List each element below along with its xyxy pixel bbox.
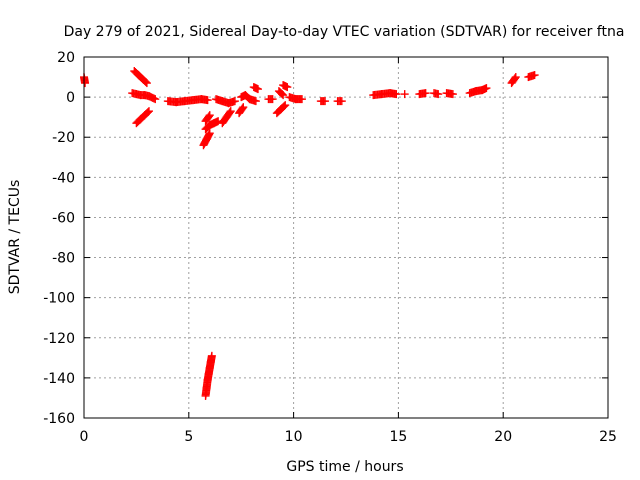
data-point: [392, 90, 401, 99]
data-point: [238, 104, 247, 113]
x-tick-label: 10: [285, 429, 303, 445]
data-point: [144, 107, 153, 116]
x-axis-ticks: 0 5 10 15 20 25: [80, 57, 617, 445]
y-tick-label: -20: [52, 130, 75, 146]
data-point: [151, 95, 160, 104]
y-tick-label: -140: [43, 371, 75, 387]
x-axis-label: GPS time / hours: [286, 459, 403, 475]
data-point: [204, 112, 213, 121]
y-tick-label: -60: [52, 210, 75, 226]
data-point: [400, 90, 409, 99]
data-point: [283, 83, 292, 92]
data-point: [203, 96, 212, 105]
data-point: [141, 78, 150, 87]
x-tick-label: 20: [494, 429, 512, 445]
data-point: [337, 97, 346, 106]
data-point: [448, 90, 457, 99]
data-point: [280, 102, 289, 111]
data-point: [253, 85, 262, 94]
data-point: [268, 95, 277, 104]
data-point: [239, 103, 248, 112]
data-point: [510, 74, 519, 83]
x-tick-label: 0: [80, 429, 89, 445]
data-point: [142, 79, 151, 88]
data-point: [530, 71, 539, 80]
data-point: [421, 89, 430, 98]
y-axis-label: SDTVAR / TECUs: [7, 180, 23, 295]
y-axis-ticks: 20 0 -20 -40 -60 -80 -100 -120 -140 -160: [43, 50, 608, 427]
data-point: [278, 90, 287, 99]
data-point: [205, 111, 214, 120]
x-tick-label: 25: [599, 429, 617, 445]
data-point: [321, 97, 330, 106]
grid: [84, 57, 608, 418]
y-tick-label: -160: [43, 411, 75, 427]
data-point: [226, 107, 235, 116]
plot-frame: [83, 56, 609, 419]
data-point: [277, 89, 286, 98]
data-point: [230, 97, 239, 106]
data-point: [251, 97, 260, 106]
y-tick-label: -40: [52, 170, 75, 186]
y-tick-label: 20: [57, 50, 75, 66]
data-point: [297, 95, 306, 104]
data-point: [207, 351, 216, 360]
data-points: [80, 67, 539, 400]
data-point: [205, 129, 214, 138]
data-point: [81, 79, 90, 88]
data-point: [143, 108, 152, 117]
data-point: [281, 101, 290, 110]
chart-title: Day 279 of 2021, Sidereal Day-to-day VTE…: [64, 24, 625, 40]
y-tick-label: -120: [43, 331, 75, 347]
y-tick-label: -80: [52, 251, 75, 267]
x-tick-label: 5: [184, 429, 193, 445]
y-tick-label: -100: [43, 291, 75, 307]
data-point: [225, 108, 234, 117]
y-tick-label: 0: [66, 90, 75, 106]
data-point: [511, 73, 520, 82]
data-point: [279, 91, 288, 100]
data-point: [482, 84, 491, 93]
x-tick-label: 15: [389, 429, 407, 445]
data-point: [434, 90, 443, 99]
